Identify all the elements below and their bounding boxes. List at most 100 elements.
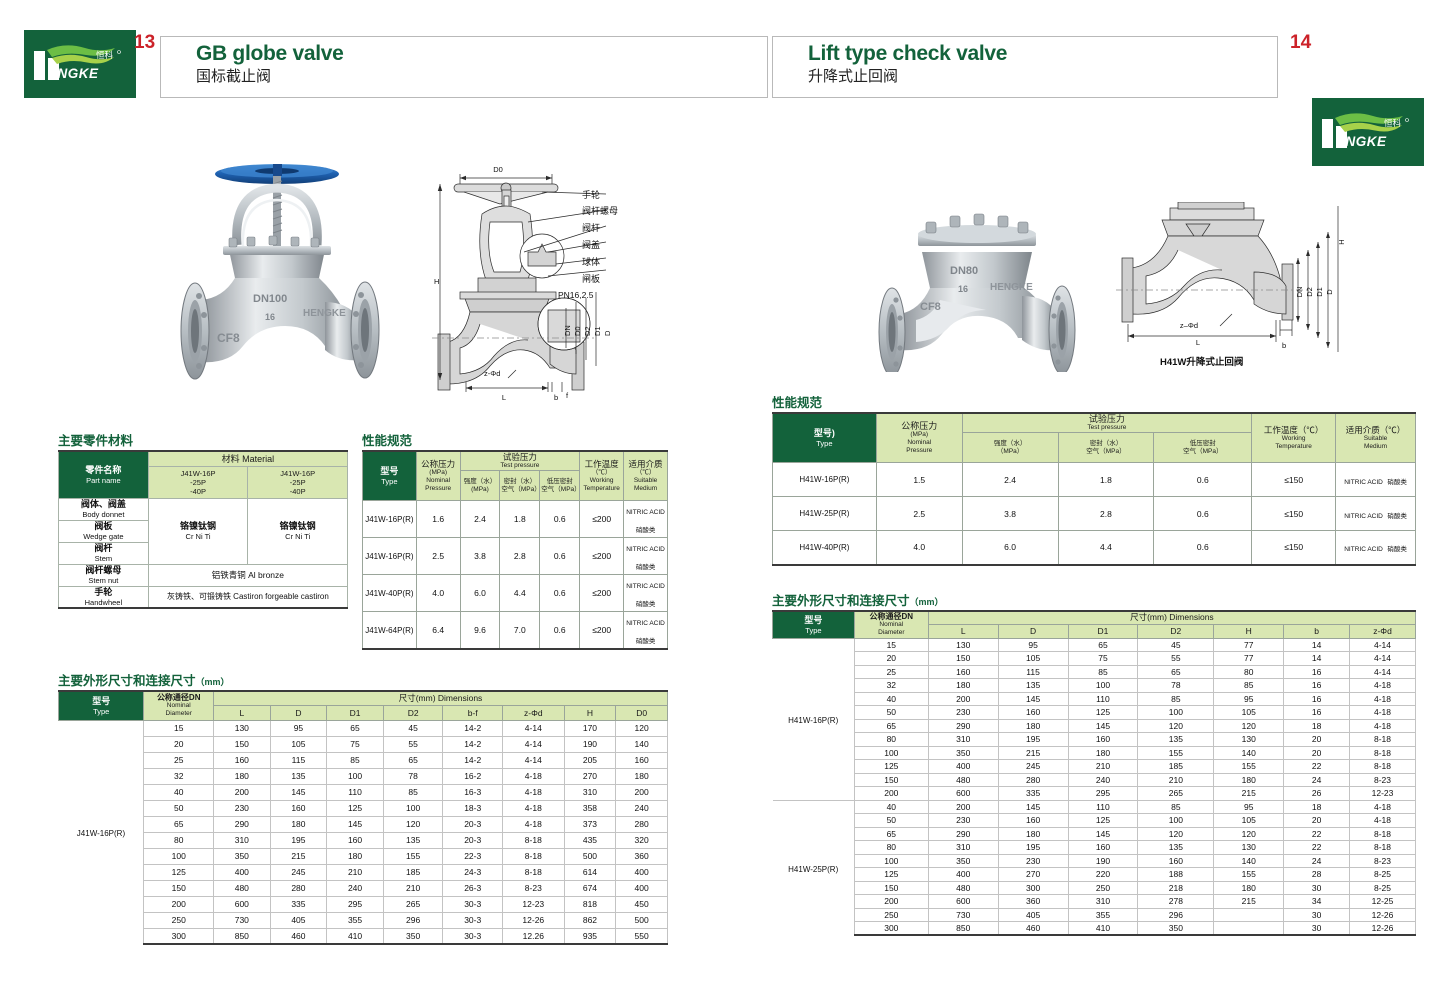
cell-dn: 300 (853, 921, 929, 936)
cell-D1: 125 (1067, 813, 1139, 828)
cell-D2: 100 (1137, 705, 1215, 720)
cell-D: 180 (997, 826, 1069, 841)
cell-D: 460 (997, 921, 1069, 936)
cell-dn: 40 (143, 783, 215, 801)
svg-text:恒科: 恒科 (96, 50, 114, 61)
page-title-right-cn: 升降式止回阀 (808, 68, 899, 85)
cell-dn: 50 (853, 705, 929, 720)
cell-dn: 100 (853, 745, 929, 760)
cell-b: 30 (1283, 880, 1351, 895)
cell-H: 170 (563, 719, 617, 737)
cell-dn: 150 (853, 880, 929, 895)
cell-L: 200 (927, 691, 999, 706)
cell-dn: 65 (853, 718, 929, 733)
cell-D: 335 (269, 895, 328, 913)
table-row: 300 850 460 410 350 30 12-26 (773, 921, 1416, 936)
cell-H: 77 (1213, 651, 1285, 666)
cell-D0: 280 (615, 815, 668, 833)
cell-H: 120 (1213, 718, 1285, 733)
cell-b: 22 (1283, 826, 1351, 841)
cell-dn: 25 (853, 664, 929, 679)
cell-D2: 85 (1137, 691, 1215, 706)
th-working-temperature: 工作温度（℃） Working Temperature (1251, 412, 1337, 463)
cell-H: 77 (1213, 637, 1285, 652)
cell-seal: 2.8 (499, 537, 541, 575)
cell-bf: 24-3 (442, 863, 503, 881)
cell-D1: 410 (326, 927, 384, 945)
cell-dn: 200 (853, 786, 929, 801)
cell-D2: 100 (382, 799, 444, 817)
cell-zphid: 8-18 (1349, 745, 1416, 760)
page-number-right: 14 (1290, 32, 1312, 53)
cell-zphid: 4-14 (1349, 637, 1416, 652)
th-suitable-medium: 适用介质 （℃） Suitable Medium (623, 450, 668, 501)
cell-material-crniti-2: 铬镍钛钢 Cr Ni Ti (247, 497, 348, 565)
cell-zphid: 4-18 (501, 815, 565, 833)
cell-type: H41W-40P(R) (772, 530, 877, 566)
dimensions-table-right: 型号 Type 公称通径DN Nominal Diameter 尺寸(mm) D… (772, 610, 1417, 936)
cell-dn: 200 (143, 895, 215, 913)
cell-type: J41W-16P(R) (362, 500, 417, 538)
table-row: 80 310 195 160 135 130 20 8-18 (773, 732, 1416, 747)
cell-bf: 20-3 (442, 815, 503, 833)
cell-lowseal: 0.6 (539, 537, 581, 575)
cell-b: 22 (1283, 840, 1351, 855)
cell-b: 24 (1283, 772, 1351, 787)
cell-zphid: 8-18 (1349, 826, 1416, 841)
cell-nominal: 6.4 (415, 611, 461, 650)
cell-nominal: 4.0 (875, 530, 963, 566)
cell-H: 215 (1213, 786, 1285, 801)
cell-type: J41W-16P(R) (362, 537, 417, 575)
dim-L: L (1196, 338, 1200, 347)
cell-nominal: 1.5 (875, 462, 963, 497)
cell-zphid: 12.26 (501, 927, 565, 945)
cell-dn: 250 (143, 911, 215, 929)
svg-text:DN100: DN100 (253, 293, 287, 305)
cell-D0: 180 (615, 767, 668, 785)
cell-seal: 4.4 (1057, 530, 1155, 566)
check-valve-photo: DN80 16 HENGKE CF8 (878, 213, 1076, 372)
cell-zphid: 8-18 (501, 863, 565, 881)
cell-L: 850 (213, 927, 271, 945)
th-material-group: 材料 Material (147, 450, 349, 467)
cell-dn: 150 (853, 772, 929, 787)
cell-D2: 55 (1137, 651, 1215, 666)
cell-nominal: 2.5 (415, 537, 461, 575)
th-type-2: J41W-16P -25P -40P (247, 465, 348, 499)
th-col-zphid: z-Φd (501, 704, 565, 721)
th-nominal-diameter: 公称通径DN Nominal Diameter (143, 690, 215, 721)
cell-dn: 100 (853, 853, 929, 868)
cell-D: 105 (269, 735, 328, 753)
cell-dn: 32 (853, 678, 929, 693)
cell-L: 200 (213, 783, 271, 801)
cell-D: 335 (997, 786, 1069, 801)
cell-b: 18 (1283, 718, 1351, 733)
cell-H: 358 (563, 799, 617, 817)
cell-D1: 100 (326, 767, 384, 785)
table-header-row: 型号 Type 公称压力 (MPa) Nominal Pressure 试验压力… (362, 450, 668, 501)
cell-dn: 80 (853, 732, 929, 747)
table-row: 125 400 270 220 188 155 28 8-25 (773, 867, 1416, 882)
cell-D1: 310 (1067, 894, 1139, 909)
cell-D1: 125 (1067, 705, 1139, 720)
cell-D2: 296 (382, 911, 444, 929)
cell-L: 350 (927, 745, 999, 760)
cell-L: 600 (927, 894, 999, 909)
cell-D1: 65 (326, 719, 384, 737)
cell-L: 150 (213, 735, 271, 753)
cell-type-group: J41W-16P(R) (58, 720, 145, 944)
logo-left: 恒科 ENGKE (24, 30, 136, 98)
cell-D: 105 (997, 651, 1069, 666)
cell-b: 20 (1283, 813, 1351, 828)
title-block-left: GB globe valve 国标截止阀 (160, 36, 768, 98)
cell-medium: NITRIC ACID 硝酸类 (623, 611, 668, 650)
th-col-L: L (213, 704, 271, 721)
cell-D0: 450 (615, 895, 668, 913)
cell-b: 14 (1283, 637, 1351, 652)
cell-D1: 410 (1067, 921, 1139, 936)
cell-H (1213, 907, 1285, 922)
cell-type: H41W-16P(R) (772, 462, 877, 497)
table-header-row: 零件名称 Part name 材料 Material (58, 450, 349, 499)
dim-D: D (603, 330, 612, 336)
cell-H: 130 (1213, 732, 1285, 747)
